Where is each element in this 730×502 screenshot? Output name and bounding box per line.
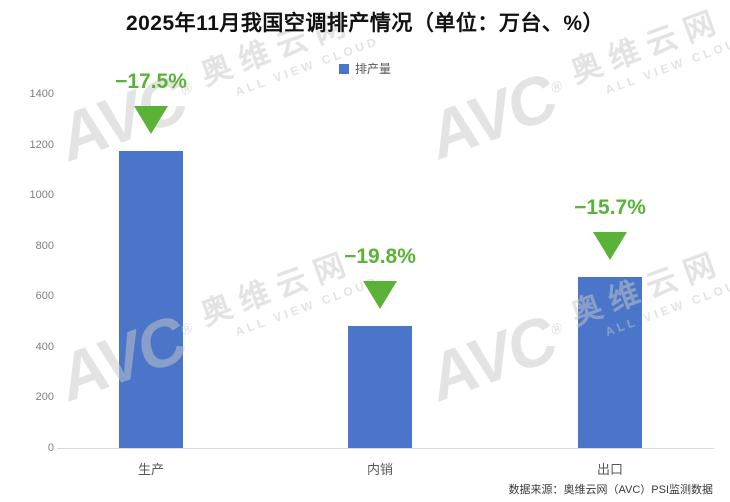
registered-mark-icon: ®	[549, 77, 564, 98]
chart-title: 2025年11月我国空调排产情况（单位：万台、%）	[125, 12, 605, 35]
down-arrow-icon	[363, 281, 397, 310]
watermark: AVC® 奥维云网 ALL VIEW CLOUD	[421, 237, 730, 417]
bar-生产	[119, 150, 183, 448]
x-axis-category-label: 内销	[366, 462, 393, 477]
y-axis-tick-label: 600	[35, 290, 54, 303]
y-axis-tick-label: 200	[35, 391, 54, 404]
down-arrow-icon	[134, 105, 168, 134]
avc-logo-watermark: AVC®	[424, 299, 564, 417]
bar-出口	[578, 276, 642, 448]
bar-内销	[348, 326, 412, 448]
yoy-change-label: −19.8%	[344, 245, 416, 269]
yoy-change-label: −17.5%	[115, 69, 187, 93]
x-axis-category-label: 生产	[137, 462, 164, 477]
x-axis-category-label: 出口	[596, 462, 623, 477]
x-axis-line	[57, 448, 714, 449]
y-axis-tick-label: 1000	[29, 189, 54, 202]
y-axis-tick-label: 1400	[29, 88, 54, 100]
y-axis-tick-label: 0	[47, 442, 54, 454]
y-axis-tick-label: 800	[35, 239, 54, 252]
data-source-note: 数据来源：奥维云网（AVC）PSI监测数据	[508, 484, 713, 496]
y-axis-tick-label: 400	[35, 340, 54, 353]
down-arrow-icon	[593, 231, 627, 260]
registered-mark-icon: ®	[549, 319, 564, 340]
legend: 排产量	[0, 60, 730, 77]
y-axis-tick-label: 1200	[29, 138, 54, 151]
legend-label: 排产量	[354, 62, 391, 76]
legend-swatch	[338, 63, 349, 74]
yoy-change-label: −15.7%	[574, 195, 646, 219]
